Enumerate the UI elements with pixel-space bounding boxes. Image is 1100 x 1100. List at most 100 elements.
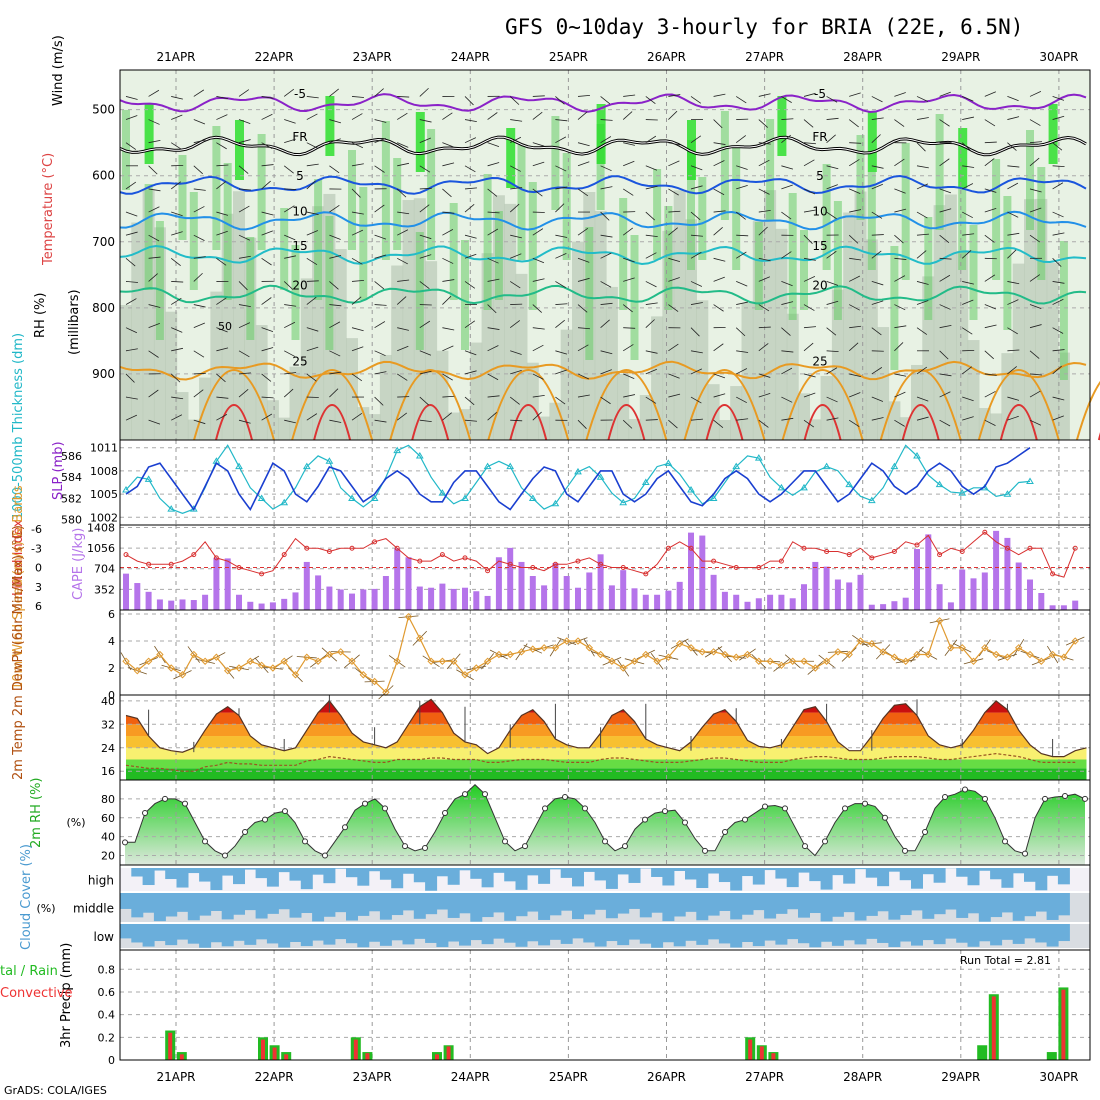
cloud-cell: [843, 893, 856, 913]
wind-barb: [442, 162, 455, 167]
rh-shade-grey: [967, 340, 980, 440]
cloud-cell: [696, 868, 709, 889]
cape-bar: [676, 581, 683, 610]
wind-barb: [668, 94, 681, 97]
li-point: [326, 548, 332, 554]
cloud-cell: [877, 868, 890, 887]
rh-shade-green: [653, 169, 662, 260]
rh-area: [125, 784, 1085, 865]
rh-shade-grey: [809, 419, 822, 440]
wind-barb: [939, 373, 952, 377]
wind-barb: [487, 228, 499, 236]
cloud-cell: [888, 893, 901, 920]
wind-speed-point: [822, 657, 831, 665]
wind-speed-point: [404, 613, 413, 621]
wind-barb: [735, 96, 747, 104]
cloud-cell: [651, 868, 664, 877]
cloud-cell: [131, 893, 144, 918]
date-label-top: 29APR: [941, 50, 980, 64]
cape-tick-label: 1408: [87, 521, 115, 534]
isotherm-label: 5: [816, 169, 824, 183]
rh-shade-bright: [144, 104, 154, 164]
rh2m-axis-label: 2m RH (%): [29, 777, 44, 848]
wind-barb: [623, 257, 635, 263]
wind-barb: [690, 281, 703, 287]
wind-barb: [374, 119, 387, 123]
rh-shade-green: [630, 235, 639, 360]
wind-barb: [826, 300, 839, 305]
wind-barb: [826, 134, 836, 143]
thickness-point: [325, 457, 334, 464]
wind-barb: [509, 396, 520, 405]
wind-barb: [623, 394, 636, 398]
wind-barb: [464, 370, 477, 375]
wind-speed-point: [721, 650, 729, 659]
li-point: [1050, 571, 1056, 577]
wind-barb: [1052, 298, 1064, 305]
wind-barb: [871, 165, 884, 169]
wind-barb: [577, 344, 589, 352]
cloud-cell: [278, 924, 291, 948]
date-label-bottom: 30APR: [1039, 1070, 1078, 1084]
wind-barb: [306, 142, 318, 149]
cloud-cell: [1046, 924, 1059, 947]
wind-barb: [1029, 390, 1041, 398]
thickness-point: [280, 498, 289, 506]
wind-barb: [329, 255, 342, 259]
wind-barb: [781, 417, 794, 421]
wind-barb: [238, 255, 251, 259]
wind-barb: [600, 396, 611, 405]
wind-speed-point: [890, 653, 899, 661]
li-point: [507, 561, 513, 567]
wind-speed-point: [924, 650, 933, 659]
cloud-cell: [459, 868, 471, 871]
wind-barb: [510, 234, 522, 239]
wind-barb: [487, 162, 500, 167]
wind-barb: [306, 180, 316, 190]
slp-axis-label: SLP (mb): [51, 441, 66, 500]
wind-barb: [487, 112, 498, 120]
cloud-cell: [266, 924, 279, 944]
thickness-point: [144, 475, 153, 482]
wind-barb: [713, 93, 726, 97]
rh-shade-green: [1037, 167, 1046, 280]
wind-barb: [351, 188, 361, 198]
cloud-cell: [605, 868, 618, 889]
thickness-point: [664, 459, 673, 466]
cloud-cell: [764, 893, 777, 919]
cape-bar: [586, 572, 593, 610]
cloud-cell: [877, 893, 890, 912]
wind-speed-point: [303, 653, 311, 661]
rh-shade-green: [528, 182, 537, 310]
wind-barb: [351, 163, 364, 167]
rh-shade-green: [291, 245, 300, 340]
rh-shade-grey: [233, 191, 245, 440]
wind-barb: [713, 257, 726, 262]
wind-tick-label: 6: [108, 608, 115, 621]
cloud-cell: [459, 893, 471, 914]
cloud-cell: [617, 924, 630, 946]
cloud-cell: [990, 893, 1003, 918]
wind-barb: [351, 279, 364, 282]
thickness-axis-label: 1000-500mb Thickness (dm): [11, 333, 26, 520]
wind-barb: [577, 327, 590, 330]
wind-barb: [464, 204, 475, 213]
isotherm-label: 20: [812, 279, 827, 293]
li-tick-label: -3: [31, 542, 42, 555]
wind-barb: [962, 396, 974, 402]
precip-tick-label: 0.6: [98, 986, 116, 999]
wind-barb: [894, 275, 906, 282]
precip-total-bar: [1046, 1052, 1057, 1060]
wind-speed-point: [981, 644, 989, 652]
wind-barb: [509, 320, 521, 328]
precip-conv-bar: [446, 1046, 451, 1060]
rh-shade-green: [664, 206, 673, 310]
wind-speed-point: [370, 677, 379, 686]
li-point: [146, 561, 152, 567]
wind-barb: [125, 181, 137, 190]
cloud-cell: [944, 893, 957, 910]
wind-barb: [803, 419, 815, 428]
wind-barb: [374, 321, 386, 329]
wind-barb: [577, 161, 590, 167]
wind-barb: [803, 188, 816, 195]
